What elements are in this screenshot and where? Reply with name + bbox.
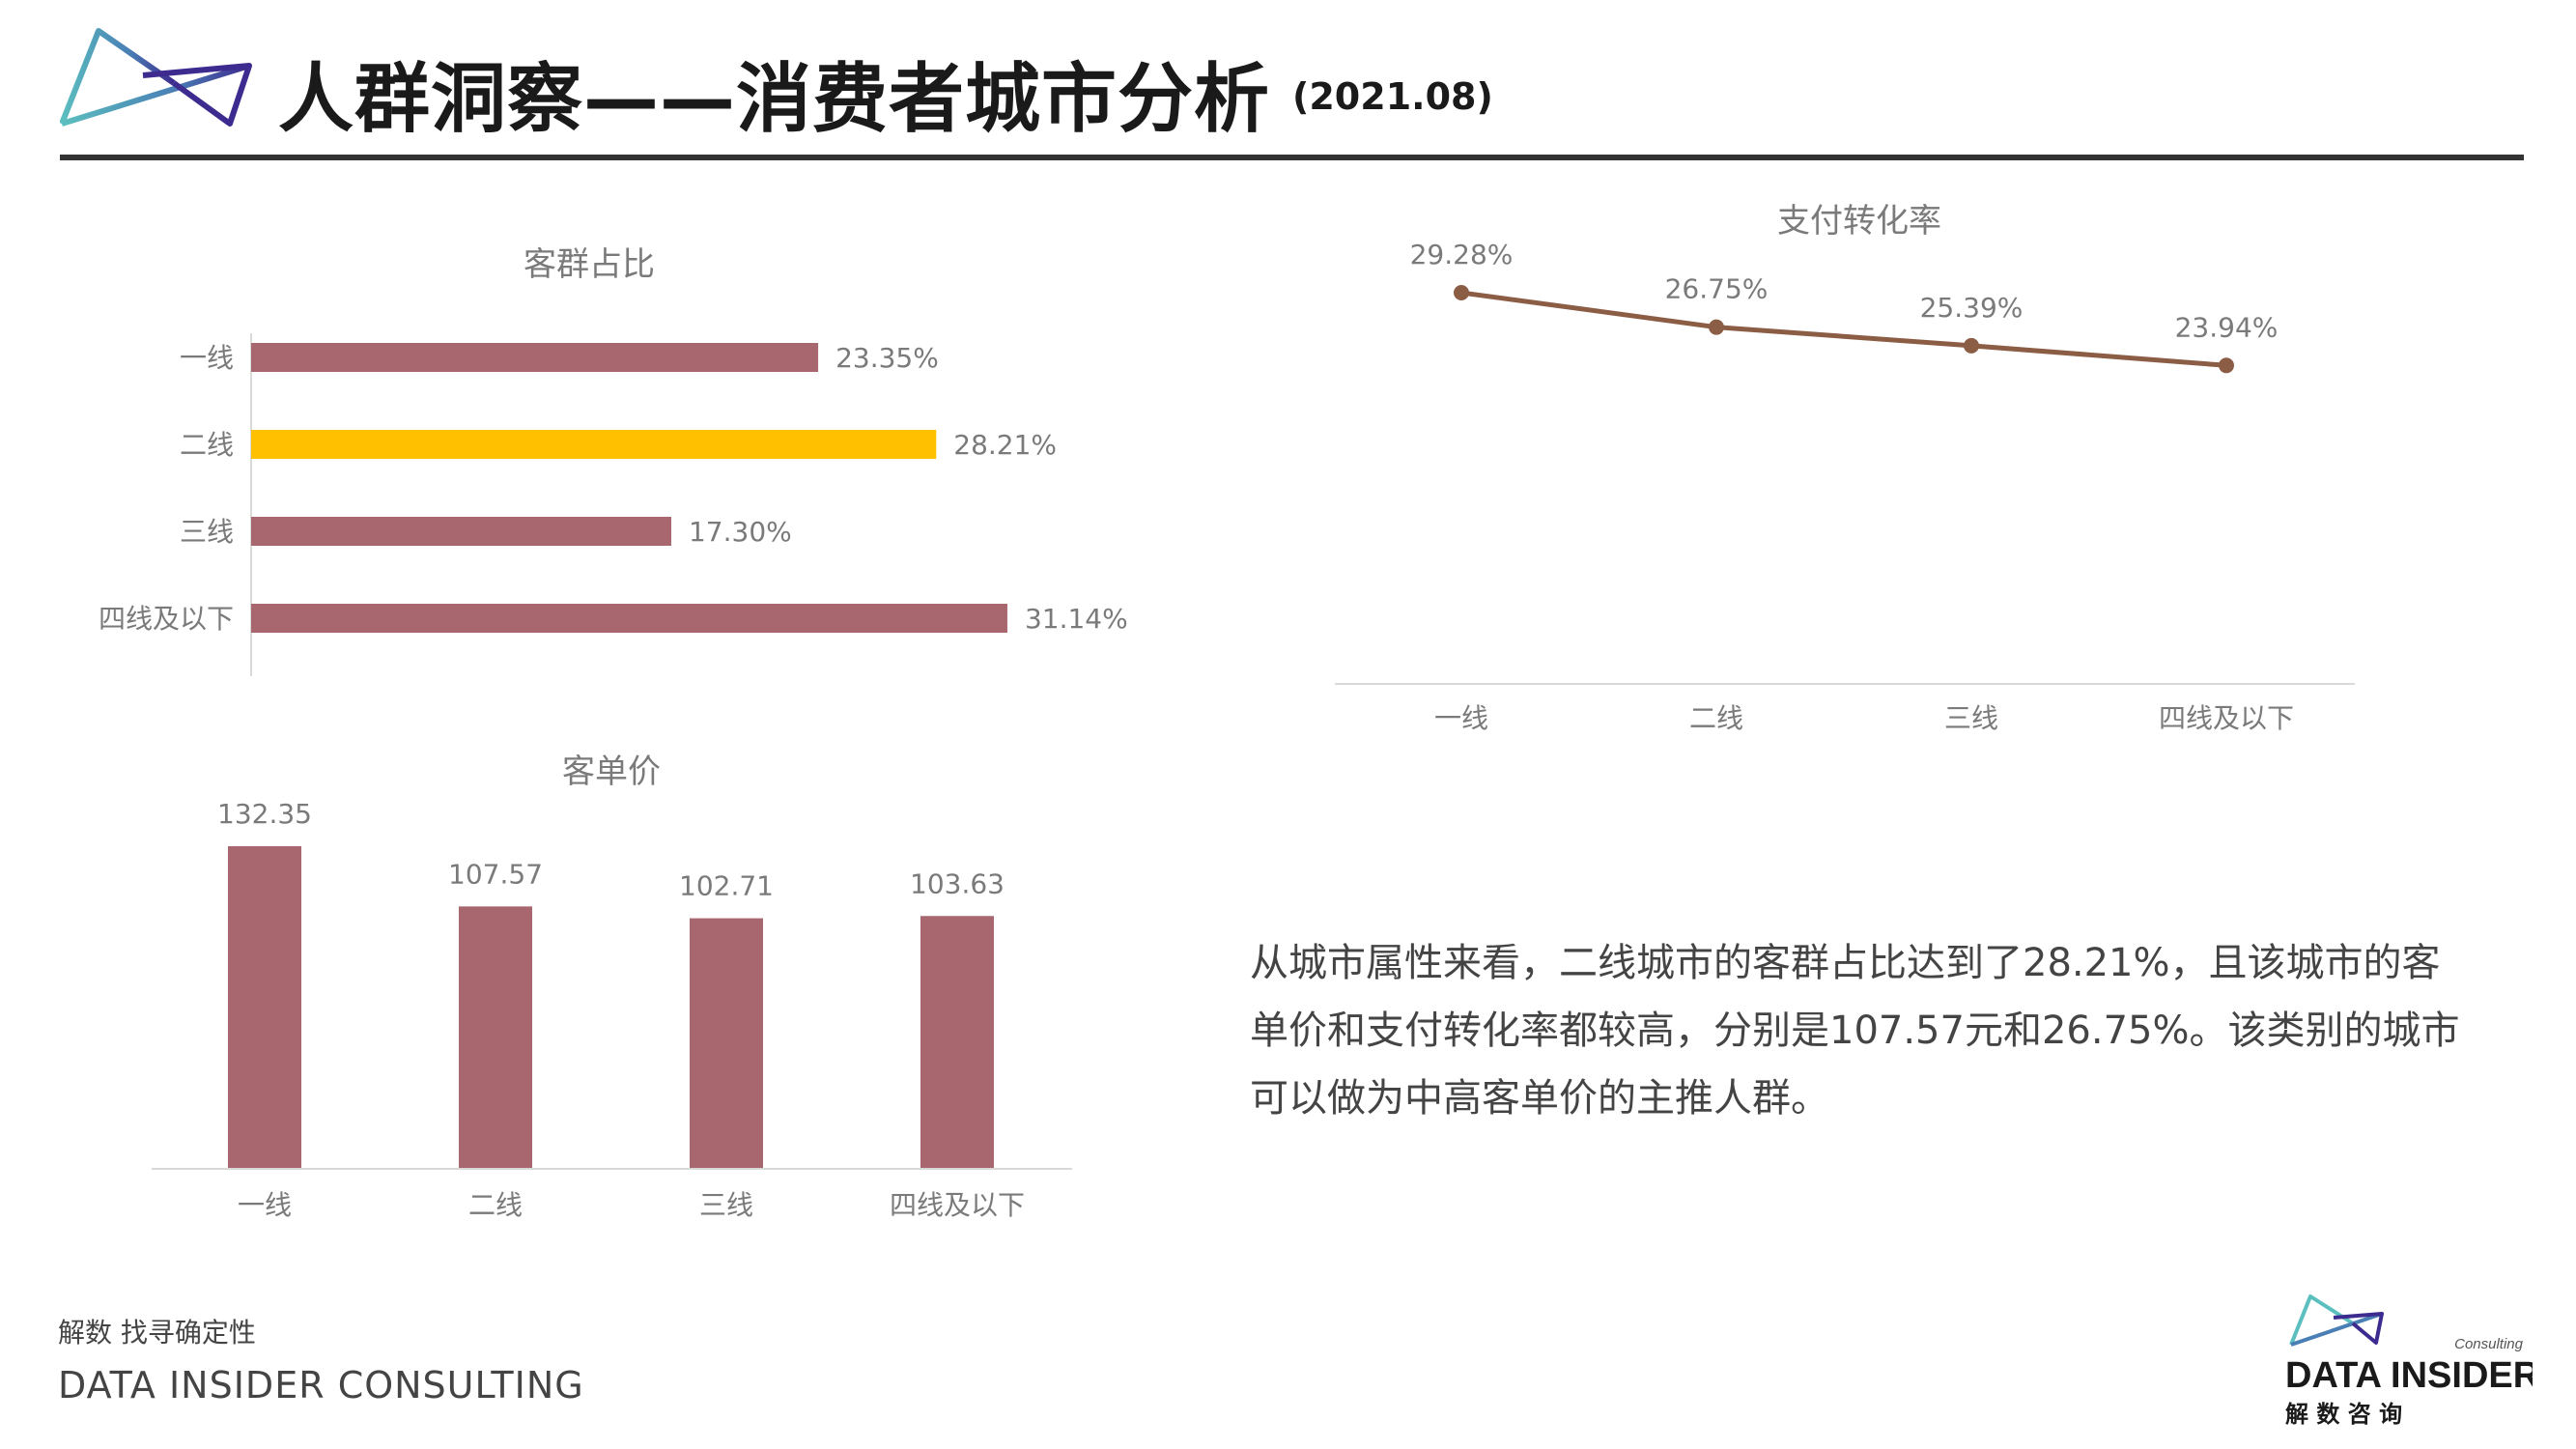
data-point: [2219, 357, 2234, 374]
logo-icon: [60, 28, 252, 127]
summary-text: 从城市属性来看，二线城市的客群占比达到了28.21%，且该城市的客单价和支付转化…: [1250, 941, 2460, 1121]
data-label: 25.39%: [1920, 292, 2024, 324]
unit-price-chart: 客单价 132.35 一线 107.57 二线 102.71 三线 103.63 四线及以下: [135, 744, 1091, 1236]
data-label: 29.28%: [1410, 239, 1514, 270]
data-label: 102.71: [679, 870, 774, 902]
category-label: 三线: [180, 516, 234, 548]
conversion-rate-svg: 支付转化率 29.28% 一线 26.75% 二线 25.39% 三线 23.94% 四线及以下: [1335, 202, 2355, 734]
bar: [920, 916, 994, 1168]
data-label: 23.94%: [2175, 311, 2279, 343]
data-label: 17.30%: [689, 516, 792, 548]
page-date: (2021.08): [1292, 75, 1493, 118]
data-point: [1709, 319, 1724, 335]
bar: [459, 906, 532, 1168]
category-label: 二线: [468, 1189, 523, 1221]
data-point: [1454, 285, 1469, 300]
brand-consulting: Consulting: [2454, 1336, 2524, 1352]
category-label: 三线: [1944, 702, 1998, 734]
category-label: 一线: [180, 342, 234, 374]
footer-tagline: 解数 找寻确定性: [58, 1317, 256, 1349]
chart-title: 客群占比: [524, 245, 655, 284]
data-label: 26.75%: [1665, 273, 1769, 305]
footer-company: DATA INSIDER CONSULTING: [58, 1364, 584, 1406]
category-label: 二线: [180, 429, 234, 461]
category-label: 一线: [1434, 702, 1488, 734]
brand-cn-name: 解 数 咨 询: [2285, 1401, 2402, 1428]
bar: [228, 846, 301, 1168]
series-line: [1460, 290, 2227, 368]
chart-title: 支付转化率: [1777, 202, 1941, 241]
category-label: 三线: [699, 1189, 753, 1221]
data-label: 107.57: [448, 858, 543, 890]
bar: [251, 430, 937, 459]
bar: [690, 918, 763, 1168]
category-label: 一线: [238, 1189, 292, 1221]
data-label: 103.63: [910, 867, 1005, 899]
brand-name: DATA INSIDER: [2285, 1355, 2533, 1396]
bar: [251, 604, 1007, 633]
category-label: 四线及以下: [2159, 702, 2294, 734]
conversion-rate-chart: 支付转化率 29.28% 一线 26.75% 二线 25.39% 三线 23.94% 四线及以下: [1323, 193, 2395, 753]
bar: [251, 517, 671, 546]
page-title: 人群洞察——消费者城市分析: [278, 56, 1271, 143]
category-label: 四线及以下: [890, 1189, 1025, 1221]
customer-share-chart: 客群占比一线 23.35% 二线 28.21% 三线 17.30% 四线及以下 31.14%: [58, 232, 1140, 686]
data-label: 31.14%: [1025, 603, 1128, 635]
brand-mark-icon: [2289, 1294, 2384, 1347]
data-point: [1964, 337, 1979, 354]
chart-title: 客单价: [562, 753, 661, 791]
unit-price-svg: 客单价 132.35 一线 107.57 二线 102.71 三线 103.63 四线及以下: [152, 753, 1072, 1221]
category-label: 四线及以下: [99, 603, 234, 635]
brand-logo: Consulting DATA INSIDER 解 数 咨 询: [2285, 1294, 2533, 1428]
category-label: 二线: [1689, 702, 1743, 734]
data-label: 28.21%: [953, 429, 1057, 461]
header-divider: [60, 155, 2524, 160]
bar: [251, 343, 819, 372]
data-label: 132.35: [217, 798, 312, 830]
data-label: 23.35%: [835, 342, 939, 374]
